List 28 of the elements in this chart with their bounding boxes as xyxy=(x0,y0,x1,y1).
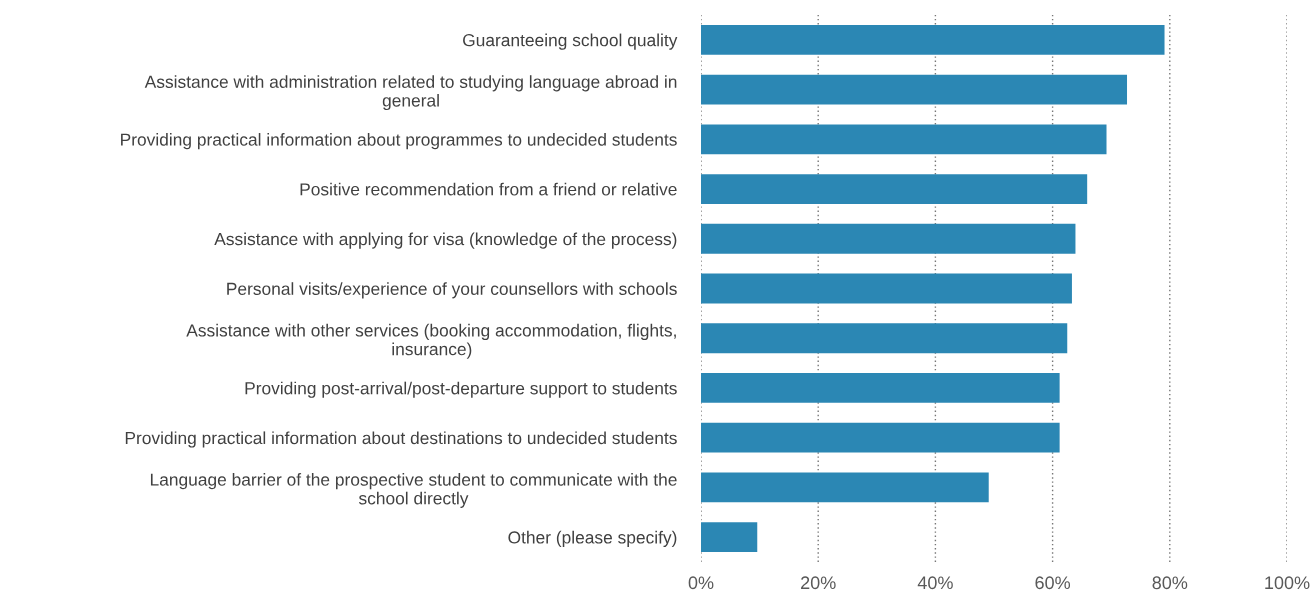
y-tick-label: Positive recommendation from a friend or relative xyxy=(300,182,677,196)
x-tick-label: 20% xyxy=(801,576,836,590)
bar xyxy=(701,373,1060,403)
bar xyxy=(701,24,1165,55)
y-tick-label: Language barrier of the prospective student to communicate with the school directly xyxy=(150,473,677,508)
y-tick-label: Assistance with administration related to studying language abroad in general xyxy=(144,75,677,111)
bar xyxy=(701,422,1060,453)
x-tick-label: 80% xyxy=(1152,576,1188,590)
bar xyxy=(701,174,1088,204)
y-tick-label: Assistance with other services (booking accommodation, flights, insurance) xyxy=(186,323,676,359)
bar xyxy=(701,323,1068,354)
x-tick-label: 60% xyxy=(1035,576,1071,590)
bar xyxy=(701,273,1072,304)
x-tick-label: 0% xyxy=(688,576,714,590)
y-tick-label: Providing post-arrival/post-departure support to students xyxy=(245,381,677,398)
y-tick-label: Other (please specify) xyxy=(508,530,677,548)
y-tick-label: Providing practical information about destinations to undecided students xyxy=(125,431,677,448)
y-tick-label: Assistance with applying for visa (knowledge of the process) xyxy=(214,232,677,249)
bar xyxy=(701,74,1128,105)
bar xyxy=(701,522,758,553)
x-tick-label: 100% xyxy=(1265,576,1310,590)
y-tick-label: Personal visits/experience of your counsellors with schools xyxy=(227,282,677,299)
bar xyxy=(701,124,1107,155)
x-tick-label: 40% xyxy=(917,576,953,590)
bar xyxy=(701,472,989,503)
y-tick-label: Providing practical information about programmes to undecided students xyxy=(121,133,677,150)
bar xyxy=(701,223,1076,254)
y-tick-label: Guaranteeing school quality xyxy=(463,33,678,50)
